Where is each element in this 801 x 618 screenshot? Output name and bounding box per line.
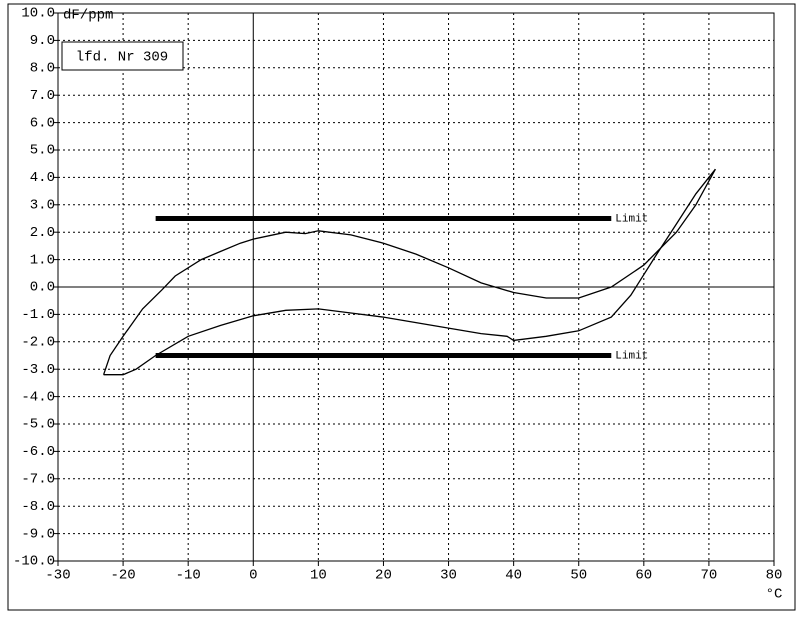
limit-label: Limit	[615, 350, 648, 362]
y-tick-label: -1.0	[21, 307, 55, 323]
outer-frame	[7, 3, 796, 611]
y-axis-label: dF/ppm	[63, 8, 113, 24]
y-tick-label: -4.0	[21, 389, 55, 405]
x-tick-label: 10	[310, 568, 327, 584]
x-tick-label: -10	[176, 568, 201, 584]
y-tick-label: -9.0	[21, 526, 55, 542]
annotation: lfd. Nr 309	[76, 50, 168, 66]
x-tick-label: 30	[440, 568, 457, 584]
x-tick-label: -20	[110, 568, 135, 584]
y-tick-label: 5.0	[30, 143, 55, 159]
y-tick-label: 1.0	[30, 252, 55, 268]
y-tick-label: -10.0	[13, 554, 55, 570]
y-tick-label: 7.0	[30, 88, 55, 104]
x-tick-label: 40	[505, 568, 522, 584]
y-tick-label: 2.0	[30, 225, 55, 241]
x-tick-label: 80	[766, 568, 783, 584]
x-tick-label: 20	[375, 568, 392, 584]
x-tick-label: 0	[249, 568, 257, 584]
y-tick-label: -7.0	[21, 472, 55, 488]
x-tick-label: 70	[701, 568, 718, 584]
y-tick-label: 0.0	[30, 280, 55, 296]
y-tick-label: -2.0	[21, 335, 55, 351]
y-tick-label: -8.0	[21, 499, 55, 515]
y-tick-label: 10.0	[21, 6, 55, 22]
limit-label: Limit	[615, 213, 648, 225]
x-axis-label: °C	[766, 587, 783, 603]
y-tick-label: 9.0	[30, 33, 55, 49]
y-tick-label: 3.0	[30, 198, 55, 214]
series-line	[102, 168, 716, 375]
y-tick-label: -3.0	[21, 362, 55, 378]
y-tick-label: -5.0	[21, 417, 55, 433]
x-tick-label: 60	[635, 568, 652, 584]
x-tick-label: 50	[570, 568, 587, 584]
y-tick-label: -6.0	[21, 444, 55, 460]
series-line	[103, 168, 716, 376]
y-tick-label: 4.0	[30, 170, 55, 186]
x-tick-label: -30	[45, 568, 70, 584]
annotation-box	[61, 41, 184, 71]
y-tick-label: 8.0	[30, 61, 55, 77]
y-tick-label: 6.0	[30, 115, 55, 131]
